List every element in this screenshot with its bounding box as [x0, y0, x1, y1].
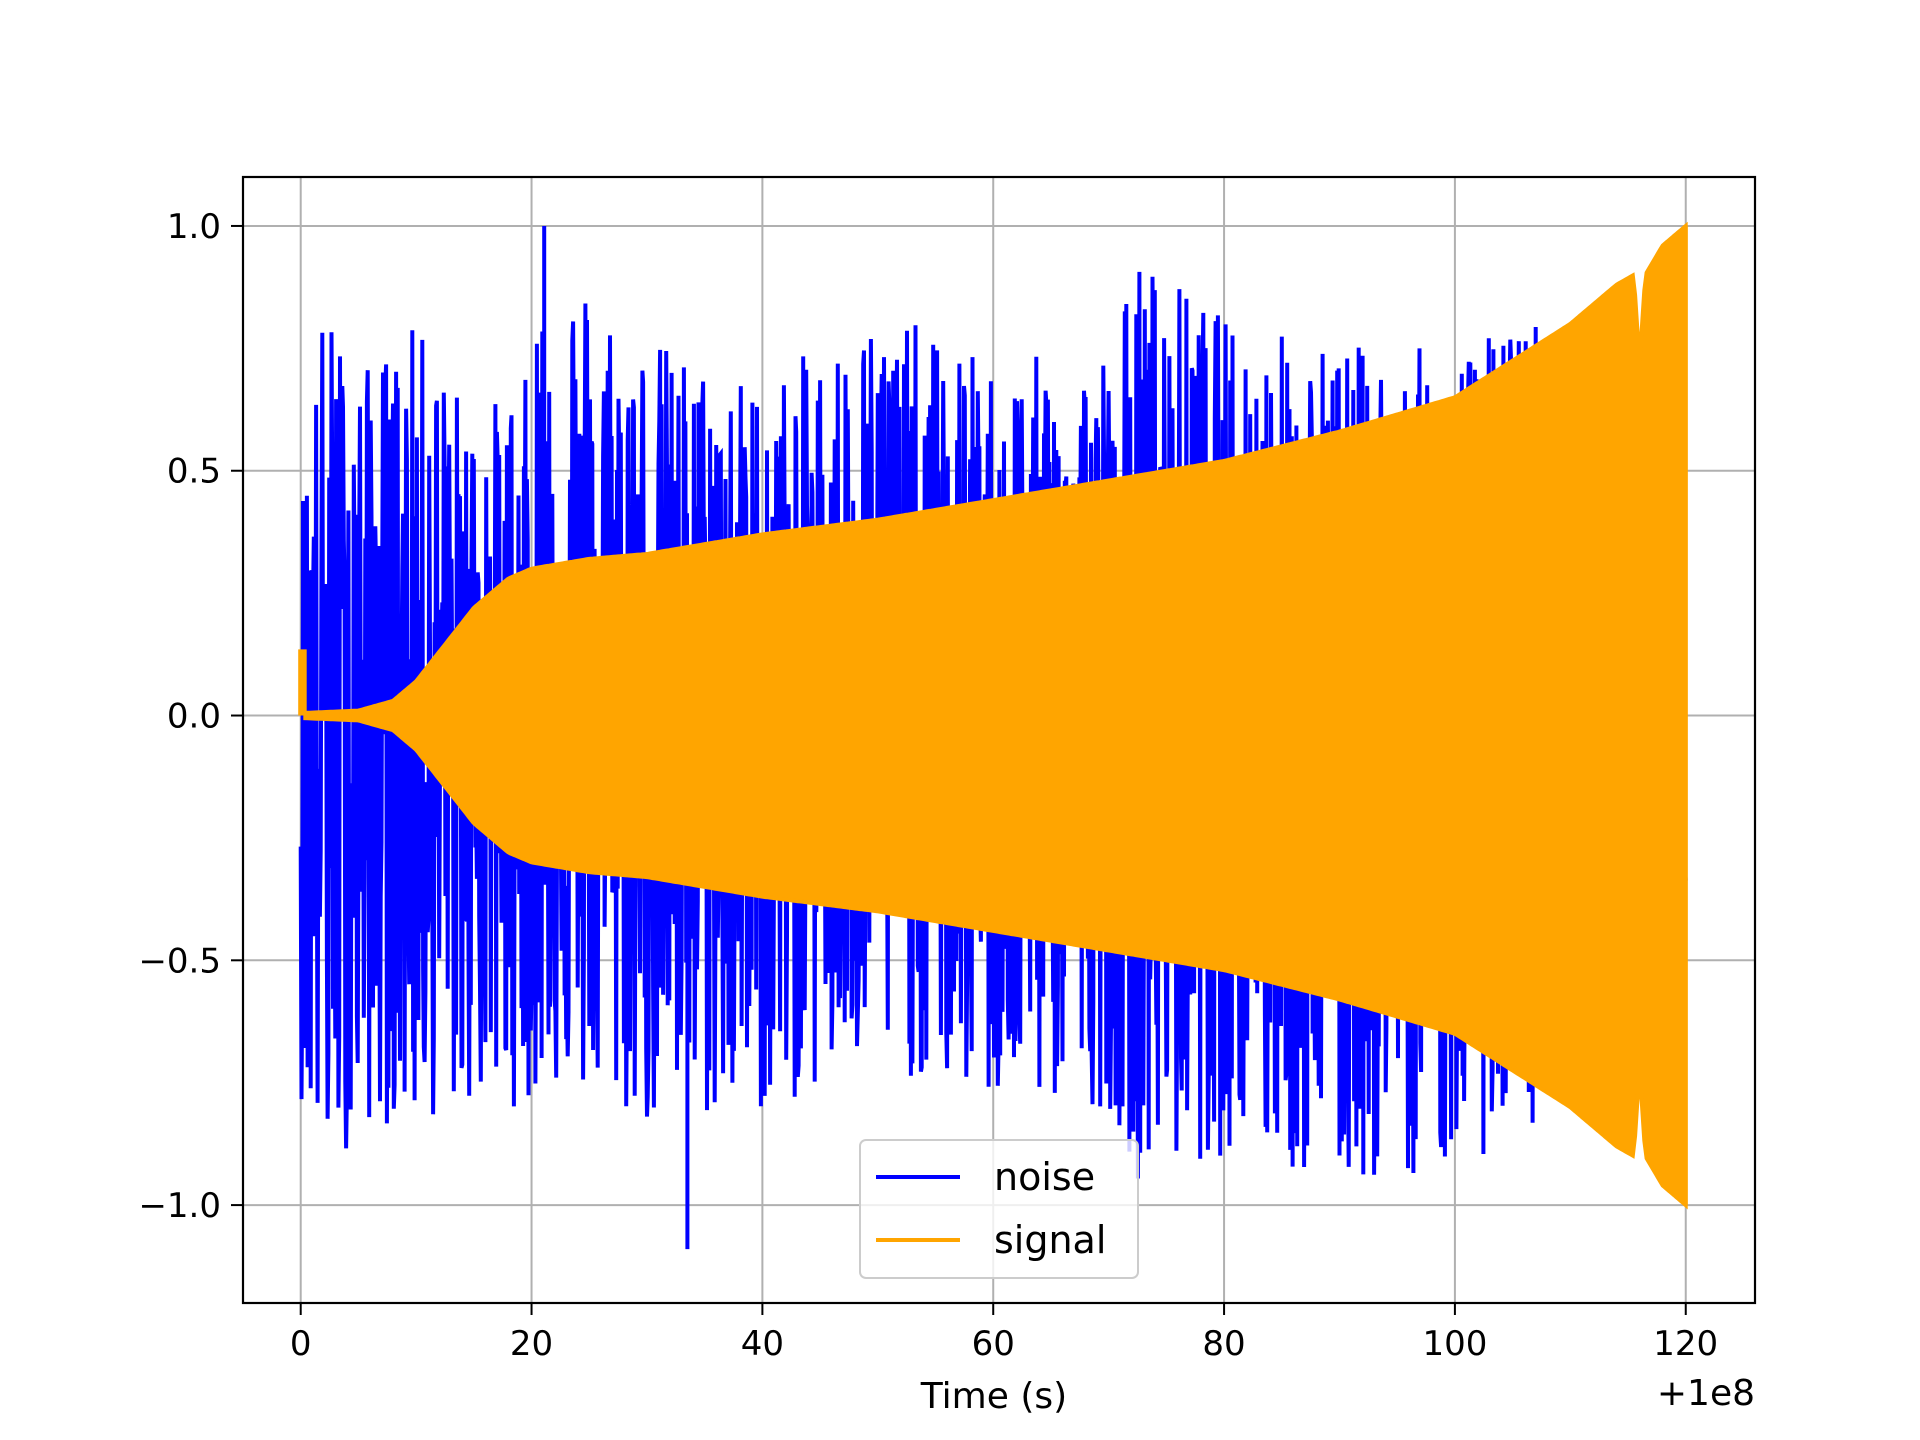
y-tick-label: 0.5	[167, 452, 221, 492]
y-tick-label: −1.0	[138, 1186, 221, 1226]
plot-frame	[241, 175, 1757, 1305]
x-axis-label: Time (s)	[920, 1376, 1067, 1417]
x-tick-label: 0	[290, 1324, 312, 1364]
signal-series	[298, 221, 1688, 1210]
plot-series	[298, 221, 1688, 1250]
x-tick-label: 120	[1653, 1324, 1718, 1364]
y-tick-label: 0.0	[167, 697, 221, 737]
signal-start-spike	[298, 649, 307, 716]
legend: noise signal	[859, 1139, 1139, 1279]
y-tick-label: −0.5	[138, 941, 221, 981]
x-tick-label: 20	[510, 1324, 553, 1364]
axis-ticks: 0 20 40 60 80 100 120 1.0 0.5 0.0 −0.5 −1.0	[138, 207, 1718, 1364]
legend-signal-label: signal	[994, 1218, 1106, 1262]
y-tick-label: 1.0	[167, 207, 221, 247]
x-axis-offset-label: +1e8	[1657, 1373, 1755, 1414]
x-tick-label: 80	[1202, 1324, 1245, 1364]
signal-band	[303, 221, 1688, 1210]
x-tick-label: 40	[741, 1324, 784, 1364]
legend-noise-label: noise	[994, 1155, 1095, 1199]
x-tick-label: 60	[972, 1324, 1015, 1364]
legend-box	[859, 1139, 1139, 1279]
x-tick-label: 100	[1422, 1324, 1487, 1364]
